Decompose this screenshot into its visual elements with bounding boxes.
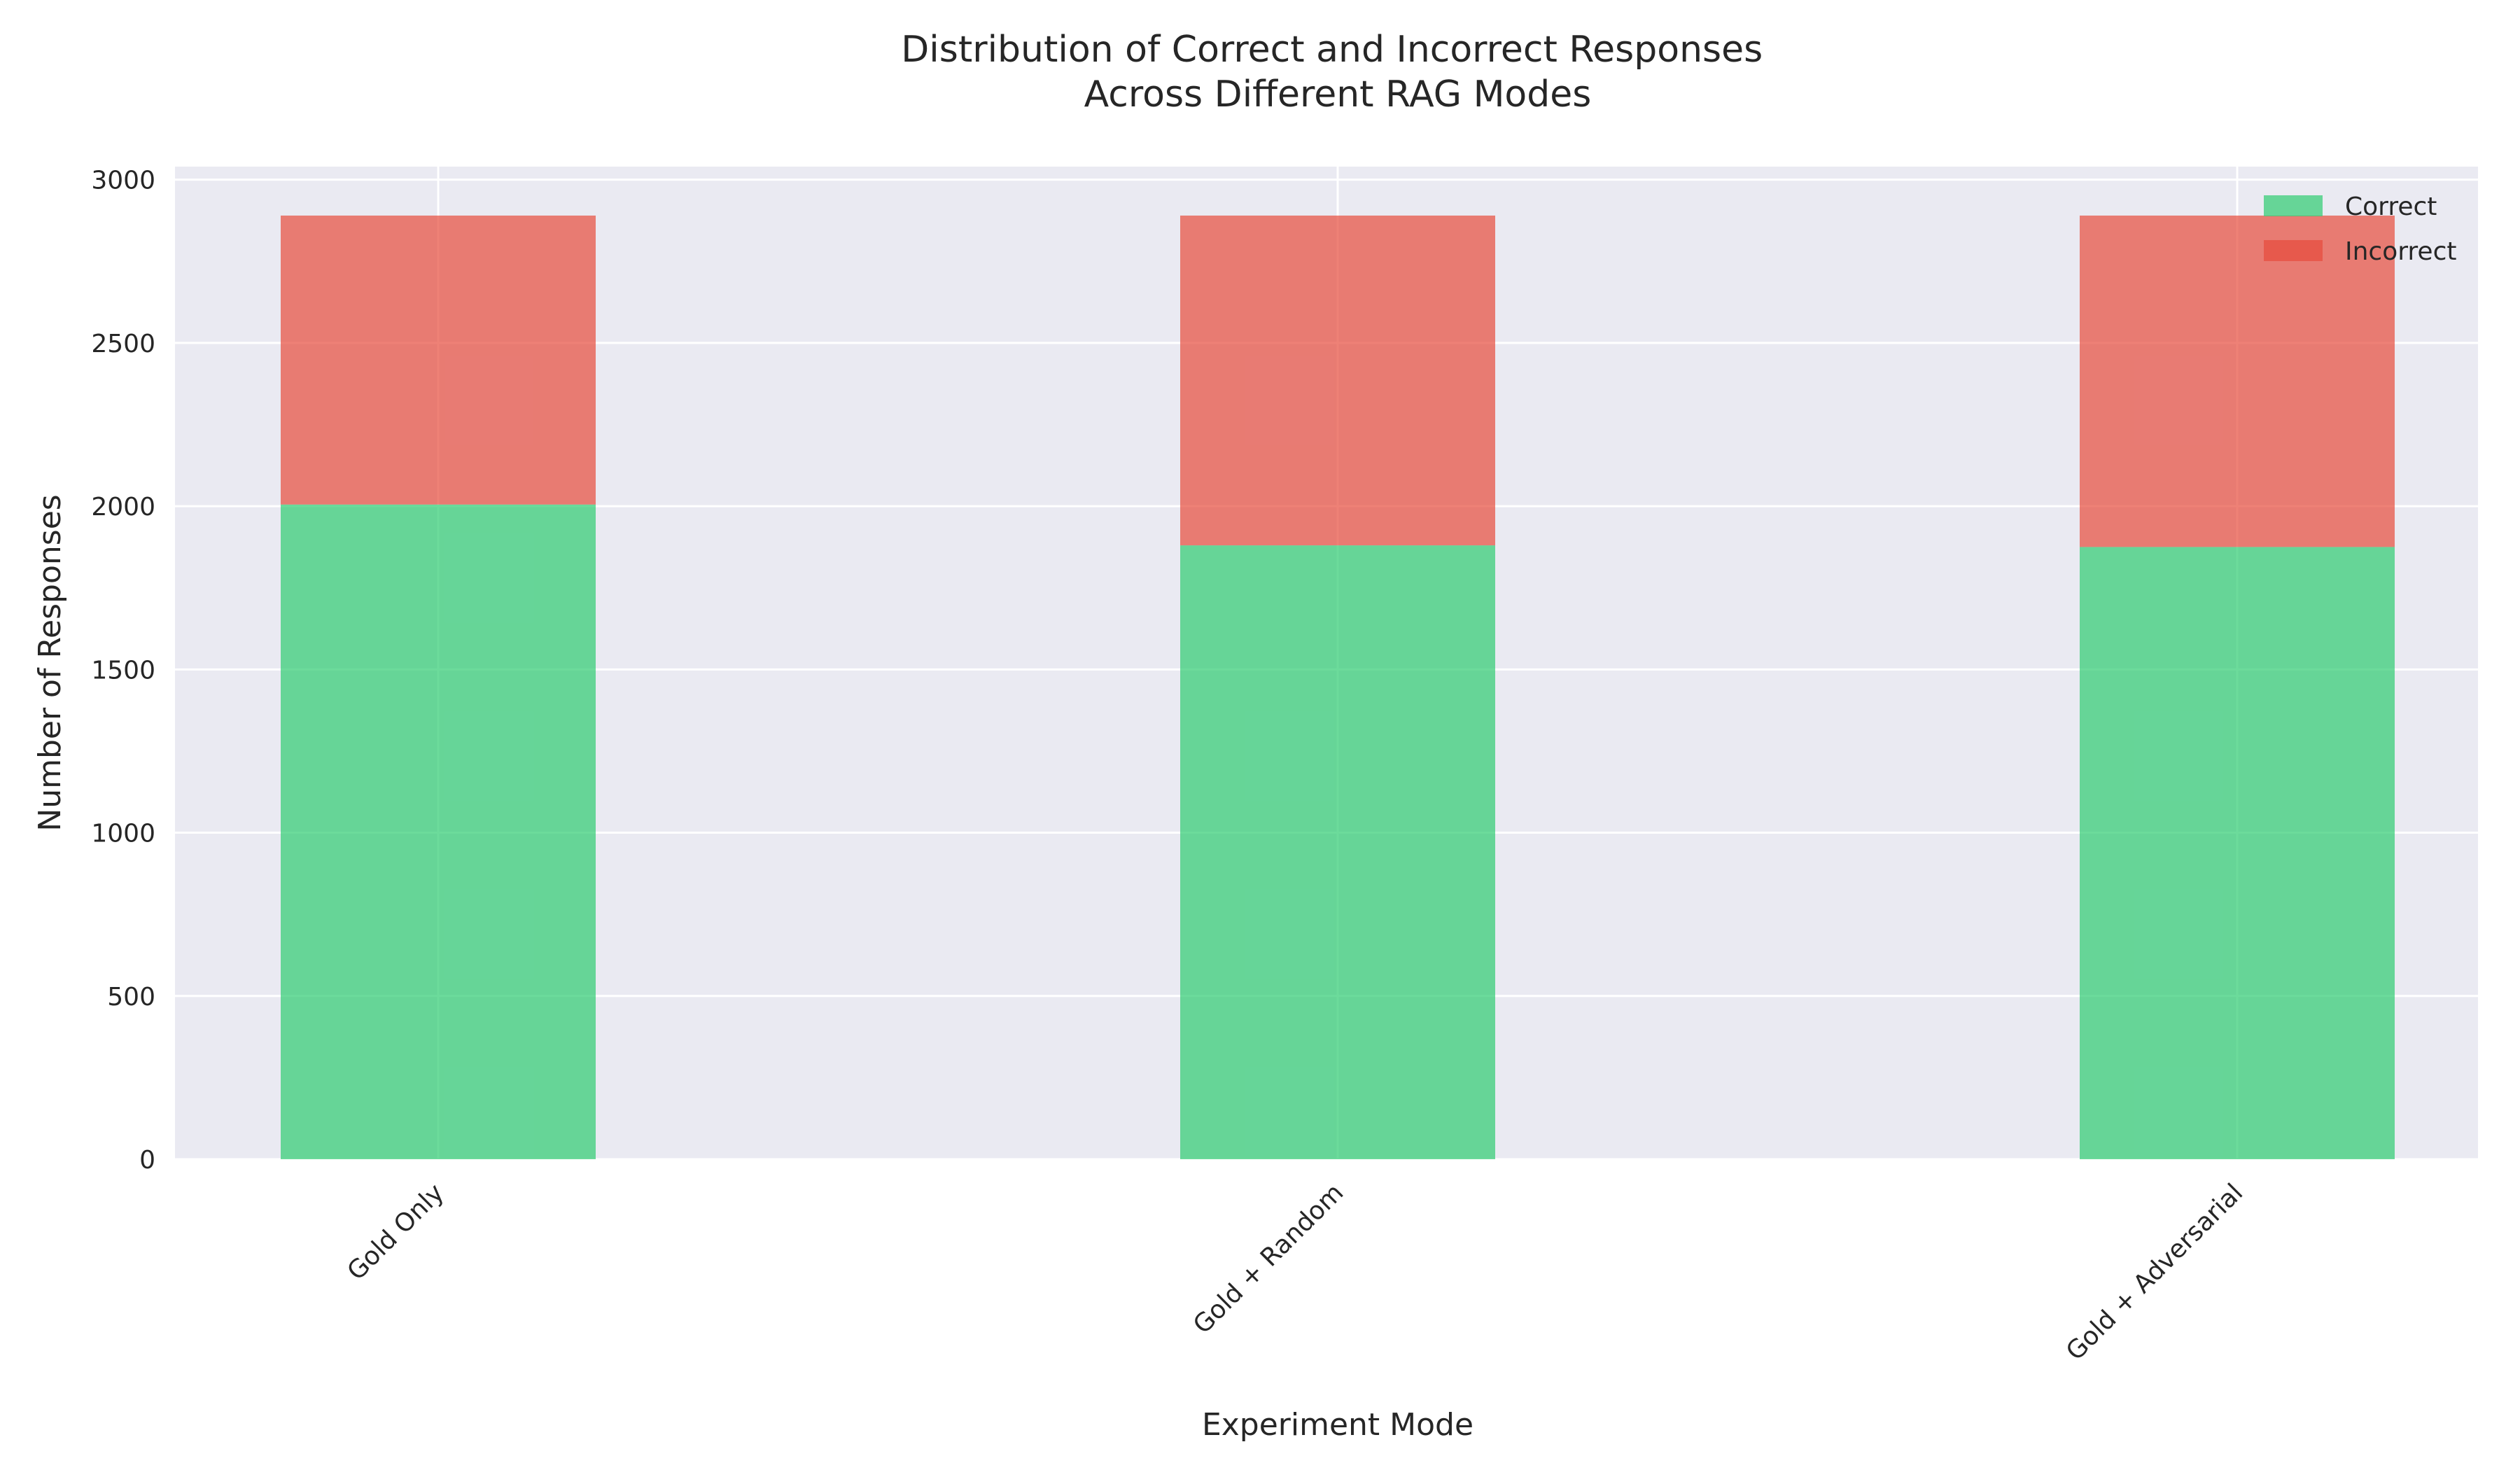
legend-swatch-correct (2264, 195, 2323, 216)
bars (281, 215, 2395, 1159)
legend-label-incorrect: Incorrect (2345, 237, 2457, 266)
chart-title-line-1: Distribution of Correct and Incorrect Re… (901, 29, 1763, 71)
bar-incorrect-2 (2080, 215, 2395, 547)
legend: Correct Incorrect (2264, 192, 2457, 266)
y-tick-label-0: 0 (139, 1146, 155, 1175)
y-tick-label-3: 1500 (91, 656, 155, 685)
bar-correct-2 (2080, 547, 2395, 1159)
x-tick-label-1: Gold + Random (1188, 1178, 1349, 1339)
bar-correct-0 (281, 504, 596, 1159)
legend-label-correct: Correct (2345, 192, 2437, 221)
x-axis-label: Experiment Mode (1202, 1407, 1474, 1443)
chart-title-line-2: Across Different RAG Modes (1084, 74, 1592, 115)
y-tick-label-1: 500 (107, 983, 155, 1011)
bar-incorrect-0 (281, 215, 596, 505)
y-tick-labels: 0 500 1000 1500 2000 2500 3000 (91, 167, 155, 1175)
x-tick-label-0: Gold Only (342, 1178, 449, 1286)
y-tick-label-2: 1000 (91, 820, 155, 848)
bar-correct-1 (1180, 545, 1495, 1159)
bar-incorrect-1 (1180, 215, 1495, 546)
x-tick-label-2: Gold + Adversarial (2061, 1178, 2248, 1366)
y-tick-label-5: 2500 (91, 330, 155, 358)
y-axis-label: Number of Responses (32, 494, 68, 831)
legend-swatch-incorrect (2264, 240, 2323, 261)
y-tick-label-4: 2000 (91, 493, 155, 522)
x-tick-labels: Gold Only Gold + Random Gold + Adversarial (342, 1178, 2248, 1366)
y-tick-label-6: 3000 (91, 167, 155, 195)
chart-title: Distribution of Correct and Incorrect Re… (901, 29, 1774, 115)
